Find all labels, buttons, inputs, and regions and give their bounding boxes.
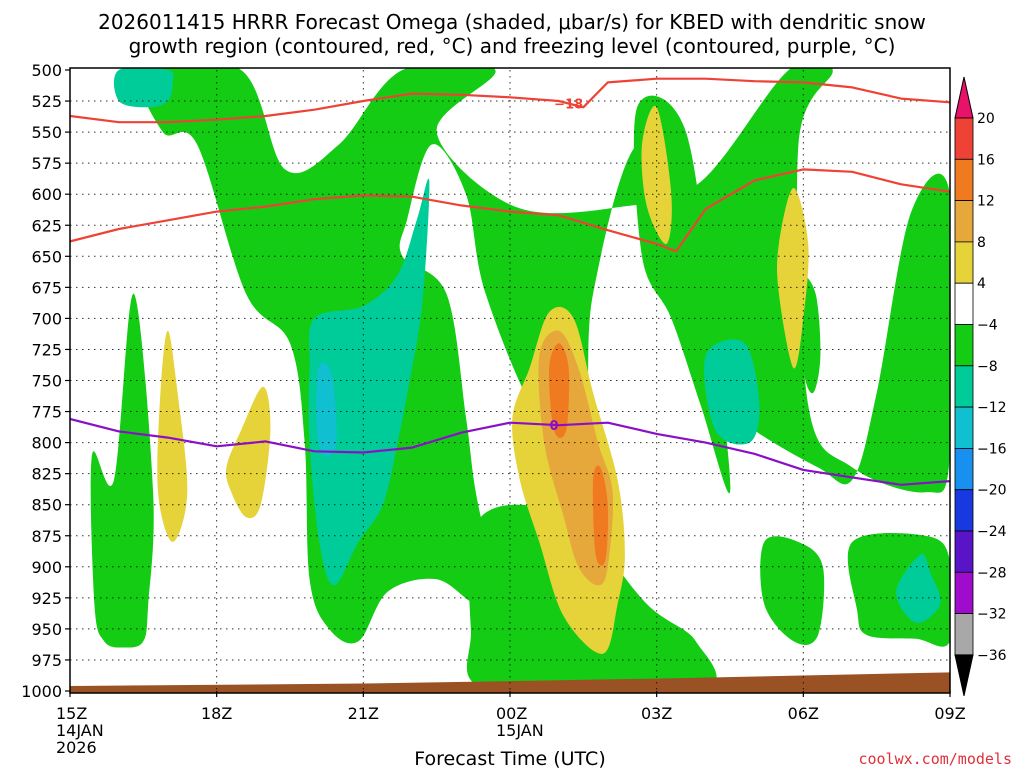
colorbar-bottom-arrow	[954, 654, 974, 697]
x-tick-label-15-0: 06Z	[788, 704, 819, 723]
y-tick-label-600: 600	[31, 185, 62, 204]
x-tick-label-18-0: 09Z	[934, 704, 965, 723]
omega-region-green-6	[800, 275, 821, 394]
y-tick-label-500: 500	[31, 61, 62, 80]
y-tick-label-650: 650	[31, 247, 62, 266]
colorbar-bin-3	[954, 200, 974, 243]
colorbar-bin-5	[954, 282, 974, 325]
omega-region-teal-7	[308, 178, 430, 586]
colorbar-label-6: −8	[977, 359, 998, 375]
colorbar-top-arrow	[954, 76, 974, 119]
colorbar-bin-12	[954, 571, 974, 614]
omega-region-yellow-15	[641, 105, 672, 245]
colorbar-bin-7	[954, 365, 974, 408]
colorbar-bin-8	[954, 406, 974, 449]
colorbar-bin-9	[954, 447, 974, 491]
contour-label-dgz-upper: −18	[554, 98, 583, 113]
colorbar: 20 16 12 8 4 −4 −8 −12 −16 −20 −24 −28 −32 −36	[954, 76, 1007, 697]
y-tick-label-625: 625	[31, 216, 62, 235]
y-tick-label-925: 925	[31, 589, 62, 608]
y-tick-label-975: 975	[31, 651, 62, 670]
colorbar-label-11: −28	[977, 565, 1007, 581]
colorbar-label-0: 20	[977, 111, 995, 127]
x-tick-label-9-0: 00Z	[496, 704, 527, 723]
omega-shading	[90, 68, 950, 691]
colorbar-label-3: 8	[977, 235, 986, 251]
omega-region-orange-18	[548, 343, 570, 438]
omega-region-yellow-14	[225, 386, 271, 519]
omega-region-cyan-11	[316, 362, 337, 456]
colorbar-label-13: −36	[977, 648, 1007, 664]
omega-region-yellow-16	[777, 188, 809, 369]
colorbar-bin-4	[954, 241, 974, 284]
contour-label-freezing-level: 0	[549, 419, 558, 434]
omega-region-green-4	[760, 536, 825, 645]
x-axis-label: Forecast Time (UTC)	[414, 748, 605, 768]
y-tick-label-675: 675	[31, 278, 62, 297]
omega-region-teal-8	[704, 339, 760, 445]
y-axis: 500 525 550 575 600 625 650 675 700 725 750 775 800 8…	[21, 61, 70, 701]
omega-region-teal-9	[896, 553, 941, 623]
omega-region-yellow-13	[157, 330, 188, 542]
x-tick-label-0-2: 2026	[56, 738, 97, 757]
y-tick-label-875: 875	[31, 527, 62, 546]
credit-text: coolwx.com/models	[858, 750, 1012, 768]
temperature-contours: −18 0	[70, 77, 950, 486]
colorbar-bin-6	[954, 324, 974, 367]
x-tick-label-9-1: 15JAN	[496, 721, 544, 740]
y-tick-label-700: 700	[31, 309, 62, 328]
colorbar-bin-11	[954, 530, 974, 573]
y-tick-label-950: 950	[31, 620, 62, 639]
x-tick-label-3-0: 18Z	[201, 704, 232, 723]
y-tick-label-1000: 1000	[21, 682, 62, 701]
x-tick-label-12-0: 03Z	[641, 704, 672, 723]
chart-title-line-2: growth region (contoured, red, °C) and f…	[129, 34, 896, 58]
colorbar-label-8: −16	[977, 441, 1007, 457]
y-tick-label-525: 525	[31, 92, 62, 111]
y-tick-label-775: 775	[31, 403, 62, 422]
colorbar-label-5: −4	[977, 318, 998, 334]
y-tick-label-800: 800	[31, 434, 62, 453]
y-tick-label-550: 550	[31, 123, 62, 142]
x-tick-label-0-1: 14JAN	[56, 721, 104, 740]
y-tick-label-575: 575	[31, 154, 62, 173]
colorbar-label-2: 12	[977, 194, 995, 210]
omega-region-orange-19	[592, 465, 609, 566]
colorbar-bin-1	[954, 117, 974, 160]
colorbar-label-9: −20	[977, 483, 1007, 499]
colorbar-bin-10	[954, 489, 974, 532]
y-tick-label-750: 750	[31, 372, 62, 391]
y-tick-label-850: 850	[31, 496, 62, 515]
chart-title-line-1: 2026011415 HRRR Forecast Omega (shaded, …	[98, 10, 926, 34]
plot-area: −18 0	[69, 67, 951, 694]
x-tick-label-6-0: 21Z	[348, 704, 379, 723]
colorbar-bin-2	[954, 158, 974, 202]
colorbar-label-1: 16	[977, 152, 995, 168]
omega-region-teal-10	[113, 68, 174, 108]
x-tick-label-0-0: 15Z	[56, 704, 87, 723]
y-tick-label-725: 725	[31, 340, 62, 359]
grid-lines	[70, 70, 950, 691]
colorbar-label-4: 4	[977, 276, 986, 292]
omega-region-green-3	[90, 293, 154, 648]
colorbar-label-7: −12	[977, 400, 1007, 416]
y-tick-label-825: 825	[31, 465, 62, 484]
colorbar-label-12: −32	[977, 607, 1007, 623]
y-tick-label-900: 900	[31, 558, 62, 577]
contour-dgz-upper	[70, 77, 950, 124]
contour-dgz-lower	[70, 168, 950, 253]
contour-freezing-level	[70, 417, 950, 486]
colorbar-label-10: −24	[977, 524, 1007, 540]
colorbar-bin-13	[954, 613, 974, 656]
